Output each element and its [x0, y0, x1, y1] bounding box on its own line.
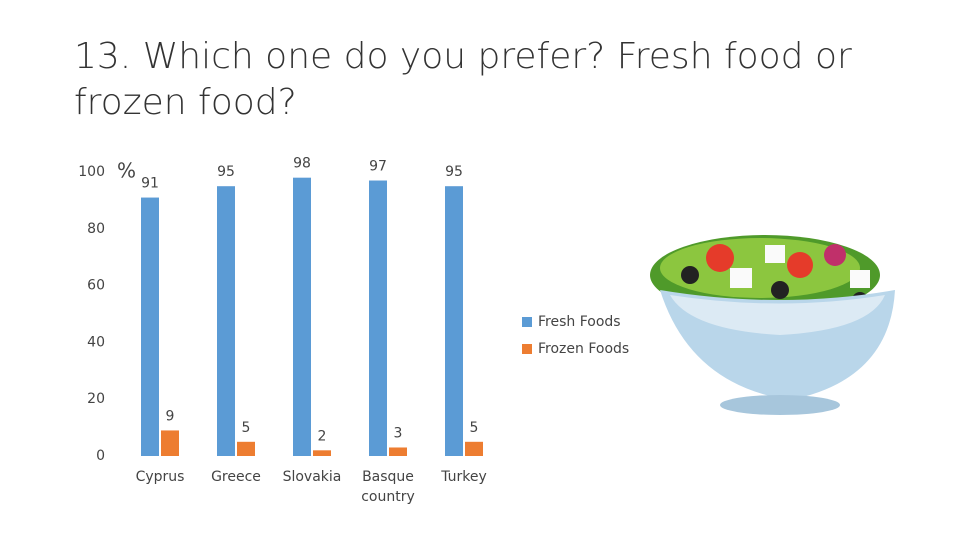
data-label: 9	[166, 408, 175, 424]
legend-label: Fresh Foods	[538, 314, 621, 330]
y-axis-label: %	[117, 159, 136, 183]
legend-swatch	[522, 344, 532, 354]
y-tick-label: 0	[96, 448, 105, 464]
data-label: 97	[369, 159, 387, 175]
salad-illustration	[645, 203, 925, 431]
data-label: 5	[470, 420, 479, 436]
bar	[369, 180, 387, 456]
bar	[465, 441, 483, 456]
x-tick-label: Slovakia	[282, 469, 342, 485]
legend-swatch	[522, 317, 532, 327]
bar	[293, 177, 311, 456]
y-tick-label: 40	[87, 334, 105, 350]
bar	[237, 441, 255, 456]
bar	[217, 186, 235, 456]
slide-title: 13. Which one do you prefer? Fresh food …	[74, 36, 852, 123]
bar	[141, 197, 159, 456]
bar	[445, 186, 463, 456]
legend-label: Frozen Foods	[538, 341, 629, 357]
data-label: 95	[445, 164, 463, 180]
x-tick-label: Cyprus	[135, 469, 185, 485]
y-tick-label: 20	[87, 391, 105, 407]
x-tick-label: Turkey	[441, 469, 487, 485]
x-tick-label: Greece	[211, 469, 261, 485]
y-tick-label: 100	[78, 164, 105, 180]
data-label: 2	[318, 428, 327, 444]
x-tick-label: Basque country	[361, 469, 415, 505]
y-tick-label: 80	[87, 221, 105, 237]
y-tick-label: 60	[87, 278, 105, 294]
bar	[313, 450, 331, 456]
bar	[389, 447, 407, 456]
data-label: 91	[141, 176, 159, 192]
data-label: 5	[242, 420, 251, 436]
bar	[161, 430, 179, 456]
data-label: 3	[394, 425, 403, 441]
data-label: 95	[217, 164, 235, 180]
data-label: 98	[293, 156, 311, 172]
